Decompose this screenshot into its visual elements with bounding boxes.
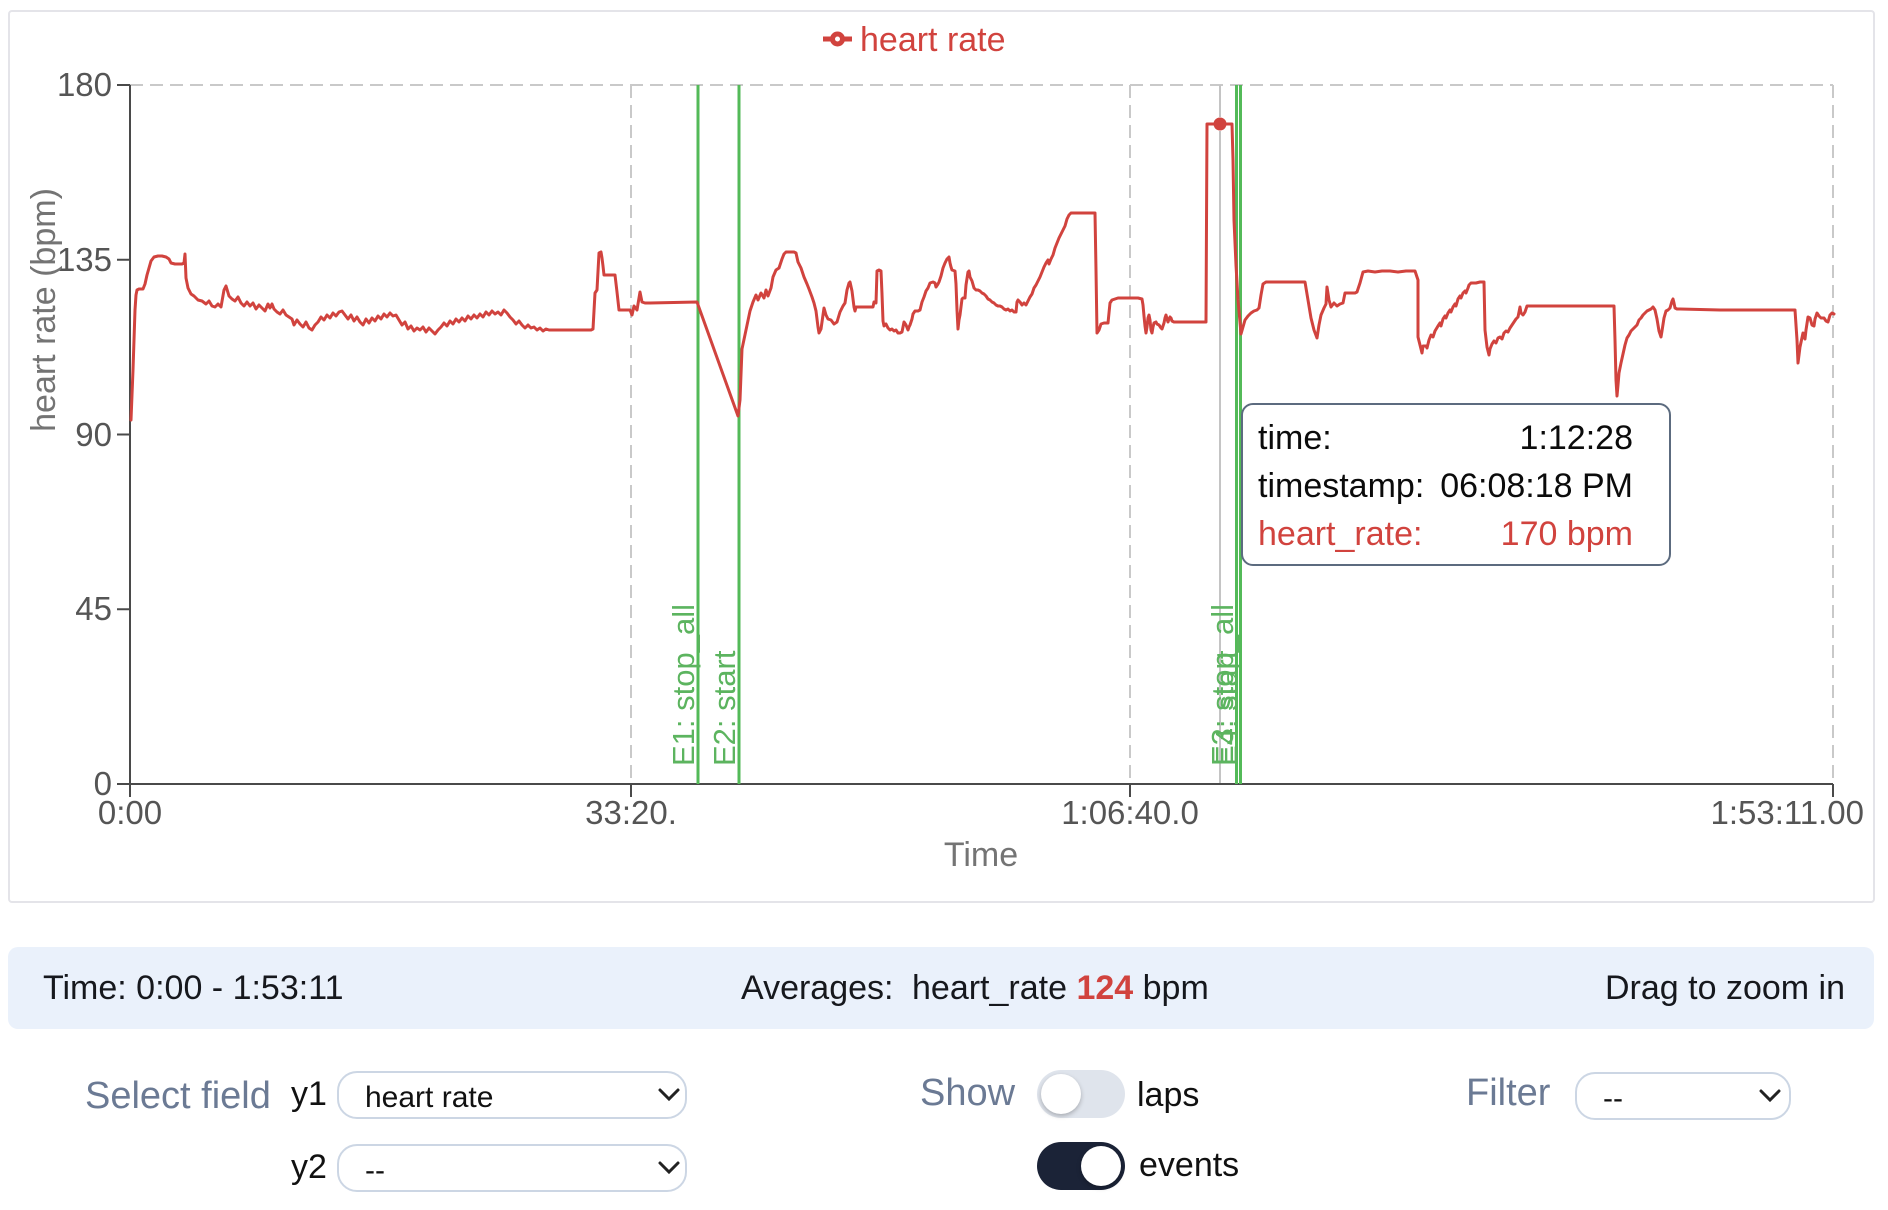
- svg-text:E3: stop_all: E3: stop_all: [1205, 604, 1240, 766]
- svg-text:0: 0: [94, 765, 112, 802]
- svg-text:E4: start: E4: start: [1209, 650, 1244, 766]
- svg-text:90: 90: [75, 416, 112, 453]
- svg-text:0:00: 0:00: [98, 794, 162, 831]
- svg-text:E1: stop_all: E1: stop_all: [666, 604, 701, 766]
- svg-text:1:53:11.00: 1:53:11.00: [1710, 794, 1864, 831]
- svg-text:heart rate: heart rate: [860, 21, 1006, 59]
- svg-text:1:06:40.0: 1:06:40.0: [1061, 794, 1199, 831]
- svg-text:E2: start: E2: start: [707, 650, 742, 766]
- svg-text:180: 180: [57, 66, 112, 103]
- svg-text:33:20.: 33:20.: [585, 794, 677, 831]
- svg-text:Time: Time: [944, 836, 1018, 874]
- svg-text:45: 45: [75, 590, 112, 627]
- svg-text:135: 135: [57, 241, 112, 278]
- svg-text:heart rate (bpm): heart rate (bpm): [25, 188, 63, 432]
